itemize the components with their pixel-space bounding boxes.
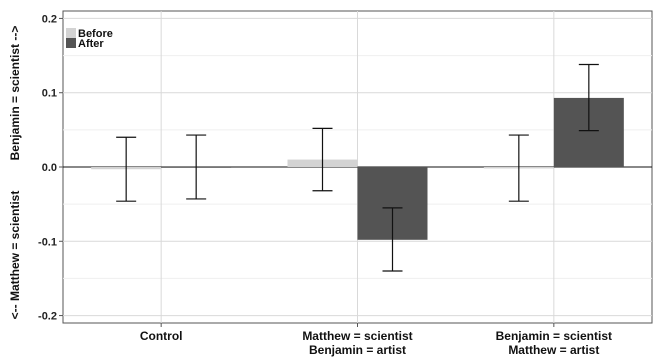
- error-bar-before-0: [116, 136, 137, 202]
- y-axis-ticks: 0.2 0.1 0.0 -0.1 -0.2: [38, 13, 63, 323]
- error-bar-after-1: [382, 207, 403, 272]
- y-tick-label: -0.2: [38, 311, 57, 323]
- error-bar-after-2: [578, 63, 599, 132]
- y-tick-label: 0.1: [42, 88, 57, 100]
- legend: Before After: [66, 28, 113, 50]
- y-axis-label-top: Benjamin = scientist -->: [8, 26, 22, 161]
- y-tick-label: 0.2: [42, 13, 57, 25]
- y-tick-label: 0.0: [42, 162, 57, 174]
- legend-swatch-before: [66, 28, 76, 38]
- x-category-label: Matthew = artist: [508, 343, 599, 357]
- y-axis-label-bottom: <-- Matthew = scientist: [8, 191, 22, 320]
- legend-label-after: After: [78, 38, 104, 50]
- error-bar-before-1: [312, 127, 333, 192]
- y-tick-label: -0.1: [38, 236, 57, 248]
- error-bars-group: [116, 63, 599, 272]
- legend-label-before: Before: [78, 28, 113, 40]
- error-bar-after-0: [186, 134, 207, 200]
- x-category-label: Benjamin = scientist: [496, 329, 612, 343]
- x-category-label: Benjamin = artist: [309, 343, 406, 357]
- x-category-label: Control: [140, 329, 183, 343]
- x-category-label: Matthew = scientist: [302, 329, 412, 343]
- legend-swatch-after: [66, 38, 76, 48]
- error-bar-before-2: [508, 134, 529, 202]
